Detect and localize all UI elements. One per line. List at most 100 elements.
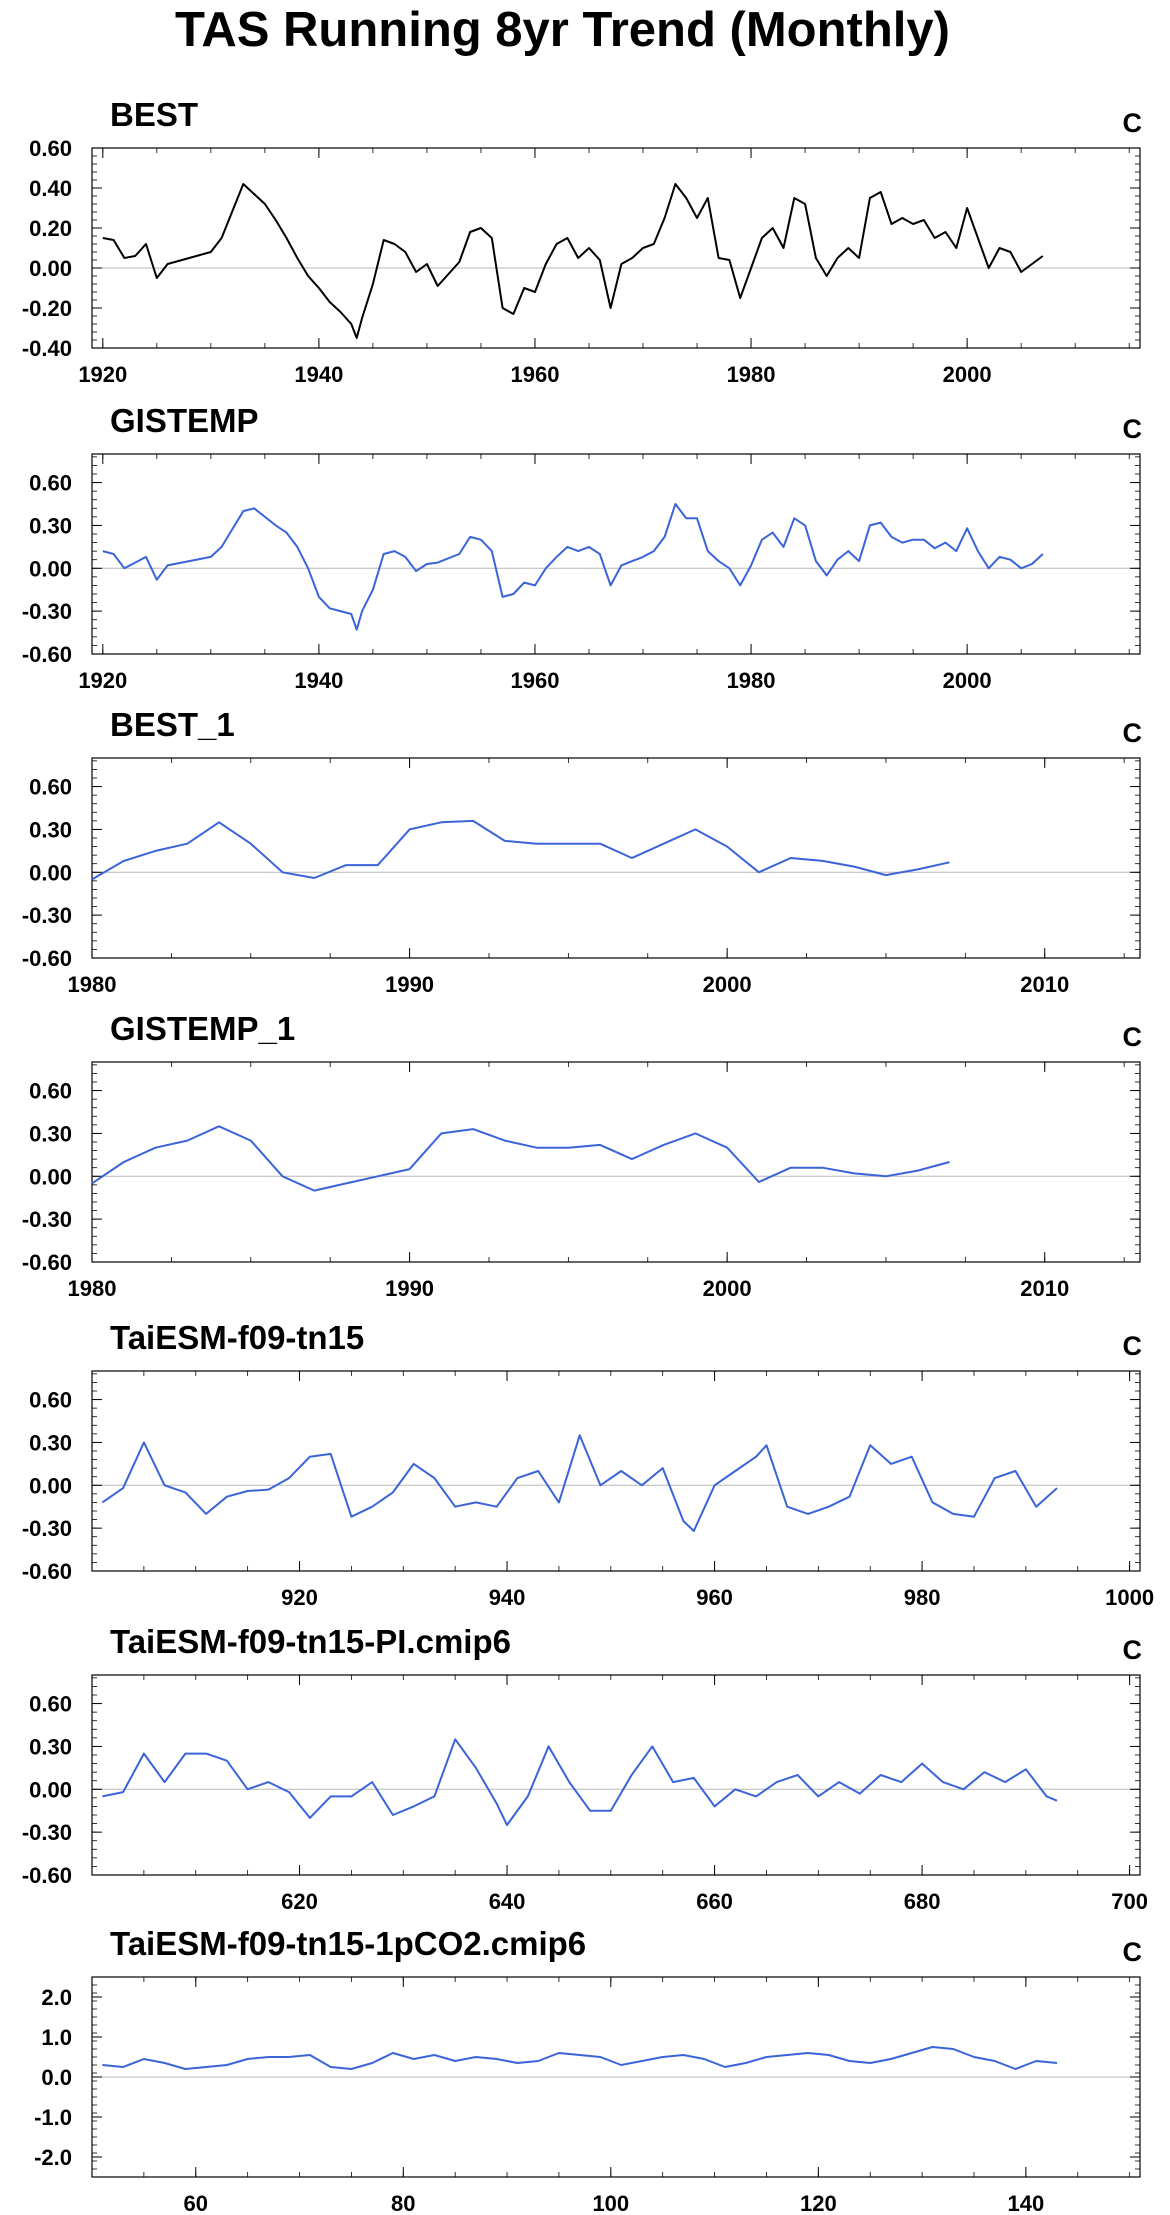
x-tick-label: 1920 (78, 362, 127, 387)
x-tick-label: 1980 (727, 362, 776, 387)
y-tick-label: -0.40 (22, 336, 72, 361)
panel-title: TaiESM-f09-tn15-1pCO2.cmip6 (110, 1925, 586, 1962)
y-tick-label: 0.30 (29, 1121, 72, 1146)
panel-5: TaiESM-f09-tn15 C -0.60 -0.30 0.00 0.30 0.60 92… (22, 1319, 1154, 1610)
y-tick-label: -0.30 (22, 1820, 72, 1845)
series-line (91, 1125, 950, 1192)
x-tick-label: 920 (281, 1585, 318, 1610)
x-tick-label: 980 (904, 1585, 941, 1610)
x-tick-label: 120 (800, 2191, 837, 2215)
series-line (91, 819, 950, 881)
x-tick-label: 660 (696, 1889, 733, 1914)
y-tick-label: 0.20 (29, 216, 72, 241)
y-tick-label: -0.30 (22, 1207, 72, 1232)
panel-title: TaiESM-f09-tn15 (110, 1319, 364, 1356)
y-tick-label: 0.60 (29, 1079, 72, 1104)
panel-2: GISTEMP C -0.60 -0.30 0.00 0.30 0.60 1920 1940 19… (22, 402, 1142, 693)
y-tick-label: -0.30 (22, 599, 72, 624)
panel-6: TaiESM-f09-tn15-PI.cmip6 C -0.60 -0.30 0.00 0… (22, 1623, 1148, 1914)
x-tick-label: 1000 (1105, 1585, 1154, 1610)
y-tick-label: 0.30 (29, 513, 72, 538)
series-line (102, 183, 1044, 339)
x-tick-label: 2000 (943, 362, 992, 387)
x-tick-label: 140 (1008, 2191, 1045, 2215)
x-tick-label: 100 (592, 2191, 629, 2215)
y-tick-label: -0.30 (22, 1516, 72, 1541)
x-tick-label: 2010 (1020, 972, 1069, 997)
panel-title: GISTEMP (110, 402, 259, 439)
panel-title: BEST_1 (110, 706, 235, 743)
panel-title: BEST (110, 96, 198, 133)
plot-frame (91, 757, 1141, 959)
y-tick-label: -1.0 (34, 2105, 72, 2130)
x-tick-label: 80 (391, 2191, 415, 2215)
x-tick-label: 1990 (385, 972, 434, 997)
plot-frame (91, 1370, 1141, 1572)
x-tick-label: 940 (489, 1585, 526, 1610)
y-tick-label: 0.60 (29, 471, 72, 496)
y-tick-label: 0.00 (29, 256, 72, 281)
x-tick-label: 1960 (510, 362, 559, 387)
y-tick-label: 0.00 (29, 860, 72, 885)
panel-title: TaiESM-f09-tn15-PI.cmip6 (110, 1623, 511, 1660)
panel-1: BEST C -0.40 -0.20 0.00 0.20 0.40 0.60 1920 1940 1… (22, 96, 1142, 387)
y-tick-label: -0.20 (22, 296, 72, 321)
plot-frame (91, 1674, 1141, 1876)
units-label: C (1123, 108, 1143, 138)
series-line (102, 503, 1044, 631)
y-tick-label: -0.60 (22, 1863, 72, 1888)
x-tick-label: 1920 (78, 668, 127, 693)
x-tick-label: 680 (904, 1889, 941, 1914)
x-tick-label: 1980 (68, 972, 117, 997)
x-tick-label: 60 (184, 2191, 208, 2215)
units-label: C (1123, 1022, 1143, 1052)
x-tick-label: 1940 (294, 668, 343, 693)
panel-4: GISTEMP_1 C -0.60 -0.30 0.00 0.30 0.60 1980 1990… (22, 1010, 1142, 1301)
y-tick-label: 0.60 (29, 1388, 72, 1413)
plot-frame (91, 453, 1141, 655)
x-tick-label: 2000 (703, 972, 752, 997)
x-tick-label: 1940 (294, 362, 343, 387)
y-tick-label: 0.30 (29, 1734, 72, 1759)
y-tick-label: 0.60 (29, 775, 72, 800)
x-tick-label: 960 (696, 1585, 733, 1610)
y-tick-label: -0.60 (22, 946, 72, 971)
y-tick-label: 0.00 (29, 1164, 72, 1189)
x-tick-label: 2010 (1020, 1276, 1069, 1301)
panel-3: BEST_1 C -0.60 -0.30 0.00 0.30 0.60 1980 1990 200… (22, 706, 1142, 997)
y-tick-label: -0.30 (22, 903, 72, 928)
y-tick-label: 0.60 (29, 136, 72, 161)
y-tick-label: 0.00 (29, 1777, 72, 1802)
units-label: C (1123, 1635, 1143, 1665)
series-line (101, 1434, 1058, 1532)
y-tick-label: -2.0 (34, 2145, 72, 2170)
x-tick-label: 1990 (385, 1276, 434, 1301)
x-tick-label: 1980 (727, 668, 776, 693)
x-tick-label: 1980 (68, 1276, 117, 1301)
y-tick-label: 0.40 (29, 176, 72, 201)
panel-title: GISTEMP_1 (110, 1010, 295, 1047)
x-tick-label: 2000 (943, 668, 992, 693)
series-line (102, 2046, 1058, 2070)
page-title: TAS Running 8yr Trend (Monthly) (175, 3, 950, 57)
units-label: C (1123, 1331, 1143, 1361)
y-tick-label: 0.30 (29, 1430, 72, 1455)
y-tick-label: 0.30 (29, 817, 72, 842)
x-tick-label: 640 (489, 1889, 526, 1914)
units-label: C (1123, 718, 1143, 748)
x-tick-label: 2000 (703, 1276, 752, 1301)
plot-frame (91, 1061, 1141, 1263)
y-tick-label: -0.60 (22, 1250, 72, 1275)
y-tick-label: 0.00 (29, 1473, 72, 1498)
x-tick-label: 620 (281, 1889, 318, 1914)
x-tick-label: 700 (1111, 1889, 1148, 1914)
y-tick-label: 0.00 (29, 556, 72, 581)
series-line (102, 1738, 1058, 1826)
units-label: C (1123, 414, 1143, 444)
units-label: C (1123, 1937, 1143, 1967)
y-tick-label: -0.60 (22, 1559, 72, 1584)
y-tick-label: 1.0 (41, 2025, 72, 2050)
y-tick-label: 0.0 (41, 2065, 72, 2090)
panel-7: TaiESM-f09-tn15-1pCO2.cmip6 C -2.0 -1.0 0.0 1… (34, 1925, 1142, 2215)
